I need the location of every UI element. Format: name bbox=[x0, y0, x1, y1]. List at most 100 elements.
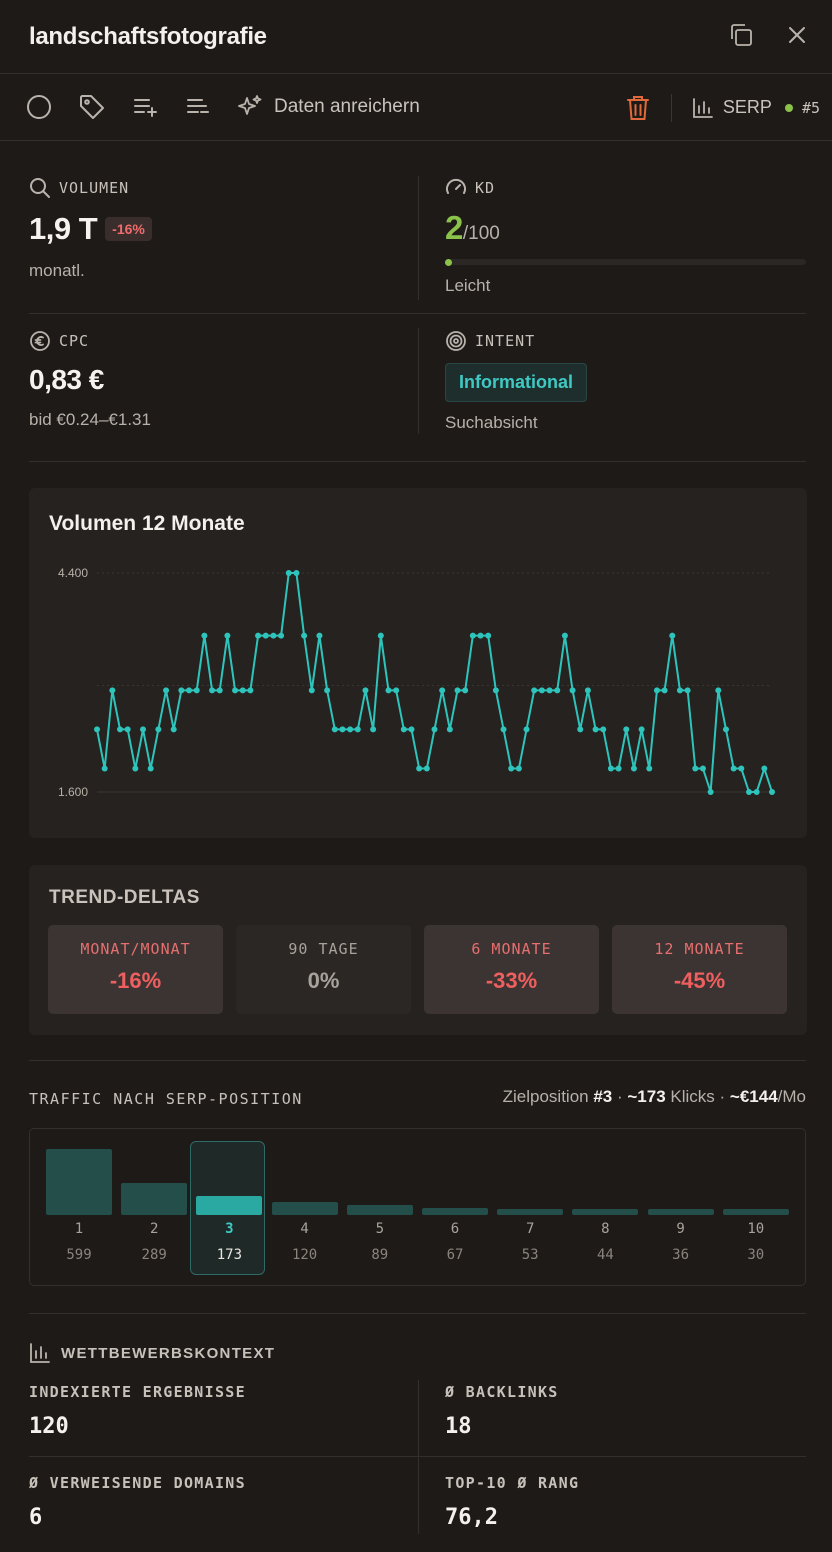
data-point bbox=[485, 632, 492, 639]
volume-value: 1,9 T bbox=[29, 211, 98, 246]
data-point bbox=[531, 687, 538, 694]
kd-metric: KD 2 /100 Leicht bbox=[445, 177, 806, 296]
trend-tile-90d: 90 TAGE 0% bbox=[236, 925, 411, 1014]
position-label: 5 bbox=[375, 1221, 385, 1237]
data-point bbox=[692, 765, 699, 772]
tag-icon[interactable] bbox=[77, 92, 107, 122]
delete-button[interactable] bbox=[623, 93, 653, 123]
data-point bbox=[408, 726, 415, 733]
intent-label: INTENT bbox=[475, 332, 536, 350]
bar-chart-icon bbox=[30, 1343, 50, 1363]
clicks-label: 44 bbox=[596, 1247, 614, 1263]
serp-position-column[interactable]: 8 44 bbox=[572, 1129, 647, 1287]
serp-position-column[interactable]: 9 36 bbox=[647, 1129, 723, 1287]
clicks-label: 30 bbox=[747, 1247, 765, 1263]
data-point bbox=[347, 726, 354, 733]
status-circle-icon[interactable] bbox=[24, 92, 54, 122]
chart-title: Volumen 12 Monate bbox=[49, 512, 245, 535]
close-icon[interactable] bbox=[782, 20, 812, 50]
serp-position-column[interactable]: 3 173 bbox=[190, 1129, 271, 1287]
traffic-bar bbox=[121, 1183, 188, 1215]
traffic-bar bbox=[422, 1207, 488, 1215]
stat-value: 120 bbox=[29, 1414, 69, 1439]
volume-sub: monatl. bbox=[29, 261, 85, 280]
data-point bbox=[186, 687, 193, 694]
data-point bbox=[439, 687, 446, 694]
stat-value: 76,2 bbox=[445, 1505, 498, 1530]
add-to-list-icon[interactable] bbox=[130, 92, 160, 122]
data-point bbox=[676, 687, 683, 694]
data-point bbox=[416, 765, 423, 772]
data-point bbox=[722, 726, 729, 733]
top10-avg-rank-stat: TOP-10 Ø RANG 76,2 bbox=[445, 1474, 579, 1530]
data-point bbox=[623, 726, 630, 733]
trend-tile-value: -33% bbox=[485, 968, 538, 993]
serp-position-column[interactable]: 7 53 bbox=[497, 1129, 572, 1287]
data-point bbox=[738, 765, 745, 772]
cpc-label: CPC bbox=[59, 332, 90, 350]
data-point bbox=[270, 632, 277, 639]
trend-tile-mom: MONAT/MONAT -16% bbox=[48, 925, 223, 1014]
trash-icon bbox=[626, 95, 649, 120]
trend-tile-value: 0% bbox=[307, 968, 340, 993]
data-point bbox=[117, 726, 124, 733]
indexed-results-stat: INDEXIERTE ERGEBNISSE 120 bbox=[29, 1383, 246, 1439]
data-point bbox=[331, 726, 338, 733]
serp-position-column[interactable]: 1 599 bbox=[46, 1129, 121, 1287]
remove-from-list-icon[interactable] bbox=[183, 92, 213, 122]
data-point bbox=[431, 726, 438, 733]
section-divider bbox=[29, 1060, 806, 1061]
serp-traffic-chart: 1 599 2 289 3 173 4 120 5 89 6 67 7 53 8 44 9 36 10 30 bbox=[29, 1128, 806, 1286]
serp-label: SERP bbox=[722, 97, 772, 117]
data-point bbox=[469, 632, 476, 639]
data-point bbox=[715, 687, 722, 694]
y-tick-label: 4.400 bbox=[58, 566, 88, 580]
data-point bbox=[239, 687, 246, 694]
data-point bbox=[508, 765, 515, 772]
trend-tile-label: MONAT/MONAT bbox=[80, 940, 191, 958]
data-point bbox=[569, 687, 576, 694]
data-point bbox=[577, 726, 584, 733]
section-divider bbox=[29, 1313, 806, 1314]
trend-tile-value: -45% bbox=[673, 968, 726, 993]
data-point bbox=[170, 726, 177, 733]
data-point bbox=[669, 632, 676, 639]
data-point bbox=[377, 632, 384, 639]
clicks-label: 67 bbox=[446, 1247, 464, 1263]
serp-position-column[interactable]: 4 120 bbox=[271, 1129, 347, 1287]
target-clicks: ~173 bbox=[627, 1087, 666, 1106]
data-point bbox=[147, 765, 154, 772]
data-point bbox=[653, 687, 660, 694]
position-label: 2 bbox=[149, 1221, 159, 1237]
data-point bbox=[370, 726, 377, 733]
serp-button[interactable]: SERP #5 bbox=[692, 97, 820, 119]
data-point bbox=[285, 570, 292, 576]
intent-metric: INTENT Informational Suchabsicht bbox=[445, 330, 588, 433]
data-point bbox=[423, 765, 430, 772]
data-point bbox=[561, 632, 568, 639]
target-icon bbox=[446, 331, 466, 351]
data-point bbox=[630, 765, 637, 772]
trend-tile-6m: 6 MONATE -33% bbox=[424, 925, 599, 1014]
position-label: 7 bbox=[525, 1221, 535, 1237]
data-point bbox=[163, 687, 170, 694]
copy-icon[interactable] bbox=[726, 20, 756, 50]
traffic-bar bbox=[346, 1205, 413, 1215]
serp-position-column[interactable]: 10 30 bbox=[722, 1129, 798, 1287]
serp-position-column[interactable]: 2 289 bbox=[121, 1129, 196, 1287]
serp-position-column[interactable]: 5 89 bbox=[346, 1129, 422, 1287]
keyword-title: landschaftsfotografie bbox=[29, 22, 267, 50]
serp-status-dot bbox=[784, 103, 793, 112]
series-line bbox=[96, 572, 773, 793]
serp-position-column[interactable]: 6 67 bbox=[422, 1129, 497, 1287]
clicks-label: 173 bbox=[216, 1247, 243, 1263]
traffic-bar bbox=[271, 1201, 338, 1215]
data-point bbox=[155, 726, 162, 733]
data-point bbox=[592, 726, 599, 733]
data-point bbox=[140, 726, 147, 733]
enrich-data-button[interactable]: Daten anreichern bbox=[236, 93, 420, 121]
data-point bbox=[232, 687, 239, 694]
volume-delta-badge: -16% bbox=[105, 217, 152, 241]
data-point bbox=[201, 632, 208, 639]
data-point bbox=[745, 789, 752, 795]
